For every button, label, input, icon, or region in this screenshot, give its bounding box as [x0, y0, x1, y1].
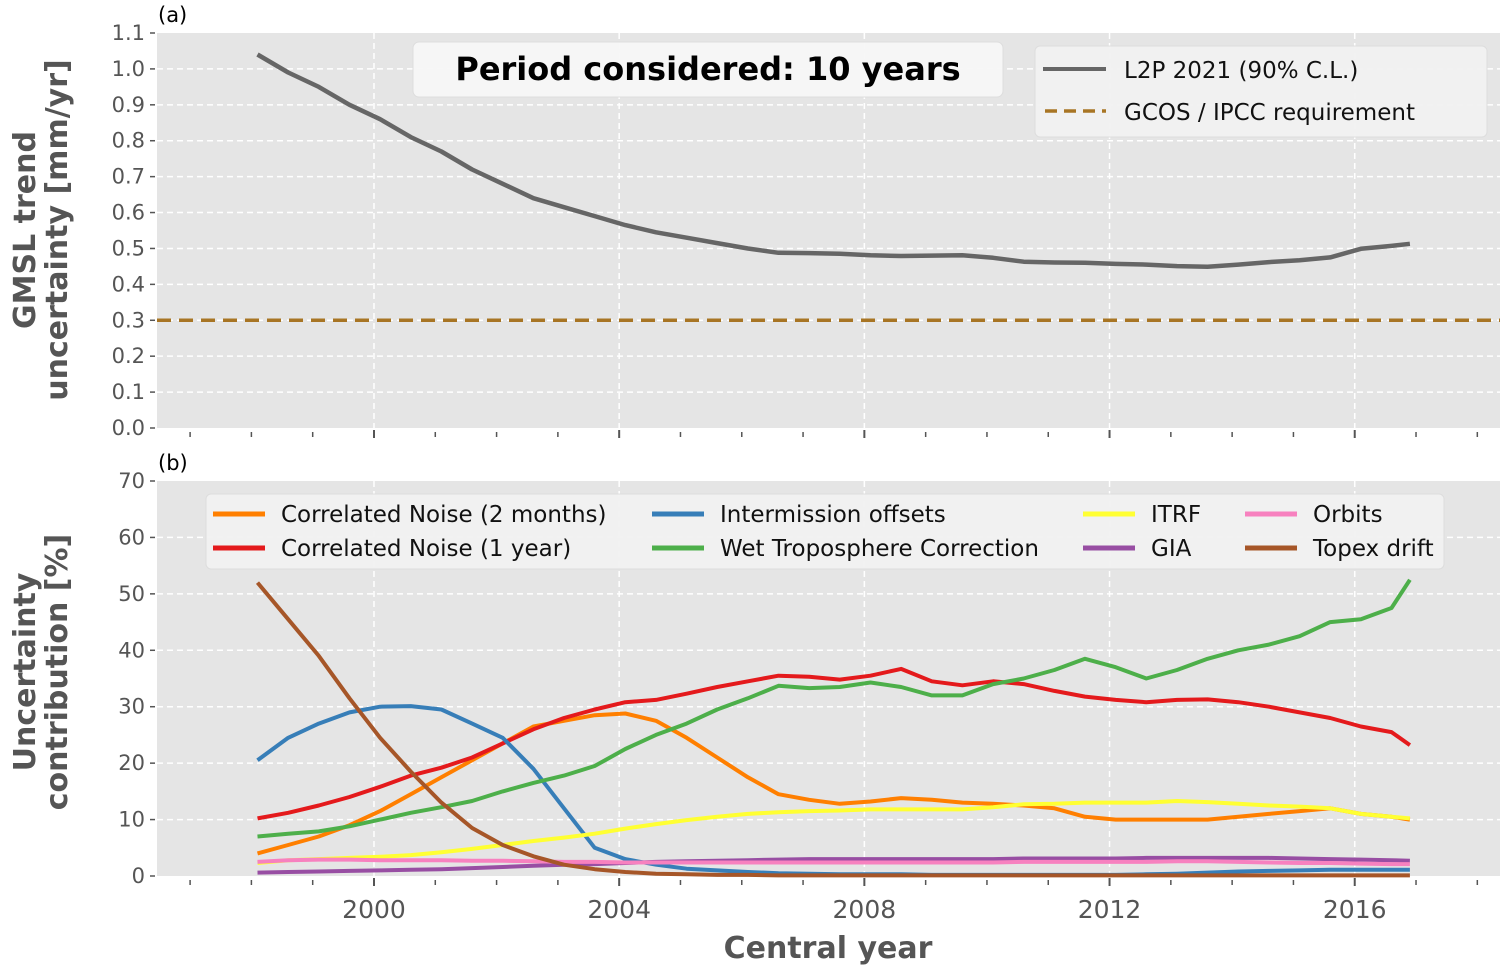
legend-label-intermission-offsets: Intermission offsets	[720, 502, 946, 528]
y-tick-label: 70	[118, 469, 145, 493]
y-tick-label: 60	[118, 525, 145, 549]
series-line-correlated-noise-1-year	[257, 666, 1412, 821]
y-tick-label: 0.0	[112, 416, 145, 440]
panel-a-legend: L2P 2021 (90% C.L.) GCOS / IPCC requirem…	[1034, 45, 1488, 138]
x-tick-label: 2008	[833, 895, 897, 924]
x-axis-title: Central year	[724, 931, 933, 966]
y-tick-label: 40	[118, 638, 145, 662]
y-tick-label: 20	[118, 751, 145, 775]
y-tick-label: 10	[118, 808, 145, 832]
panel-b-legend: Correlated Noise (2 months) Correlated No…	[205, 493, 1445, 570]
period-annotation-text: Period considered: 10 years	[455, 50, 960, 88]
series-line-correlated-noise-2-months	[256, 711, 1411, 856]
legend-label-correlated-noise-1-year: Correlated Noise (1 year)	[281, 536, 571, 562]
series-line-topex-drift	[255, 581, 1410, 878]
panel-b-ylabel-line1: Uncertainty	[8, 572, 43, 771]
y-tick-label: 0.5	[112, 236, 145, 260]
legend-label-gia: GIA	[1151, 536, 1192, 562]
panel-b-ticks: 0 10 20 30 40 50 60 70 2000 2004 2008 2012 2016	[118, 469, 1479, 924]
legend-label-topex-drift: Topex drift	[1312, 536, 1434, 562]
series-line-wet-troposphere-correction	[257, 578, 1412, 839]
panel-a-ylabel-line1: GMSL trend	[8, 131, 43, 329]
legend-label-correlated-noise-2-months: Correlated Noise (2 months)	[281, 502, 606, 528]
series-line-itrf	[257, 799, 1411, 865]
y-tick-label: 0.8	[112, 129, 145, 153]
legend-label-l2p: L2P 2021 (90% C.L.)	[1124, 58, 1358, 84]
legend-label-gcos: GCOS / IPCC requirement	[1124, 100, 1415, 126]
series-line-l2p-2021-90-c-l	[256, 52, 1411, 270]
x-tick-label: 2016	[1323, 895, 1387, 924]
x-tick-label: 2004	[587, 895, 651, 924]
y-tick-label: 0.1	[112, 380, 145, 404]
y-tick-label: 0.2	[112, 344, 145, 368]
legend-label-wet-troposphere-correction: Wet Troposphere Correction	[720, 536, 1039, 562]
y-tick-label: 0.7	[112, 165, 145, 189]
y-tick-label: 0.4	[112, 272, 145, 296]
x-tick-label: 2012	[1078, 895, 1142, 924]
series-line-orbits	[257, 857, 1410, 867]
panel-b-ylabel-line2: contribution [%]	[40, 534, 75, 811]
series-line-gia	[257, 855, 1410, 875]
panel-a-ticks: 0.0 0.1 0.2 0.3 0.4 0.5 0.6 0.7 0.8 0.9 1.0 1.1	[112, 21, 1479, 440]
x-tick-label: 2000	[342, 895, 406, 924]
period-annotation: Period considered: 10 years	[412, 41, 1004, 98]
y-tick-label: 0.6	[112, 201, 145, 225]
panel-a: 0.0 0.1 0.2 0.3 0.4 0.5 0.6 0.7 0.8 0.9 1.0 1.1 (a)…	[8, 3, 1500, 440]
y-tick-label: 0.3	[112, 308, 145, 332]
y-tick-label: 50	[118, 582, 145, 606]
legend-label-orbits: Orbits	[1313, 502, 1383, 528]
panel-a-lines	[157, 52, 1500, 323]
panel-b-label: (b)	[158, 451, 188, 475]
y-tick-label: 1.0	[112, 57, 145, 81]
y-tick-label: 0.9	[112, 93, 145, 117]
legend-label-itrf: ITRF	[1151, 502, 1201, 528]
y-tick-label: 30	[118, 695, 145, 719]
panel-a-label: (a)	[158, 3, 187, 27]
y-tick-label: 0	[132, 864, 145, 888]
panel-a-ylabel-line2: uncertainty [mm/yr]	[40, 59, 75, 400]
y-tick-label: 1.1	[112, 21, 145, 45]
panel-b-lines	[255, 578, 1412, 878]
